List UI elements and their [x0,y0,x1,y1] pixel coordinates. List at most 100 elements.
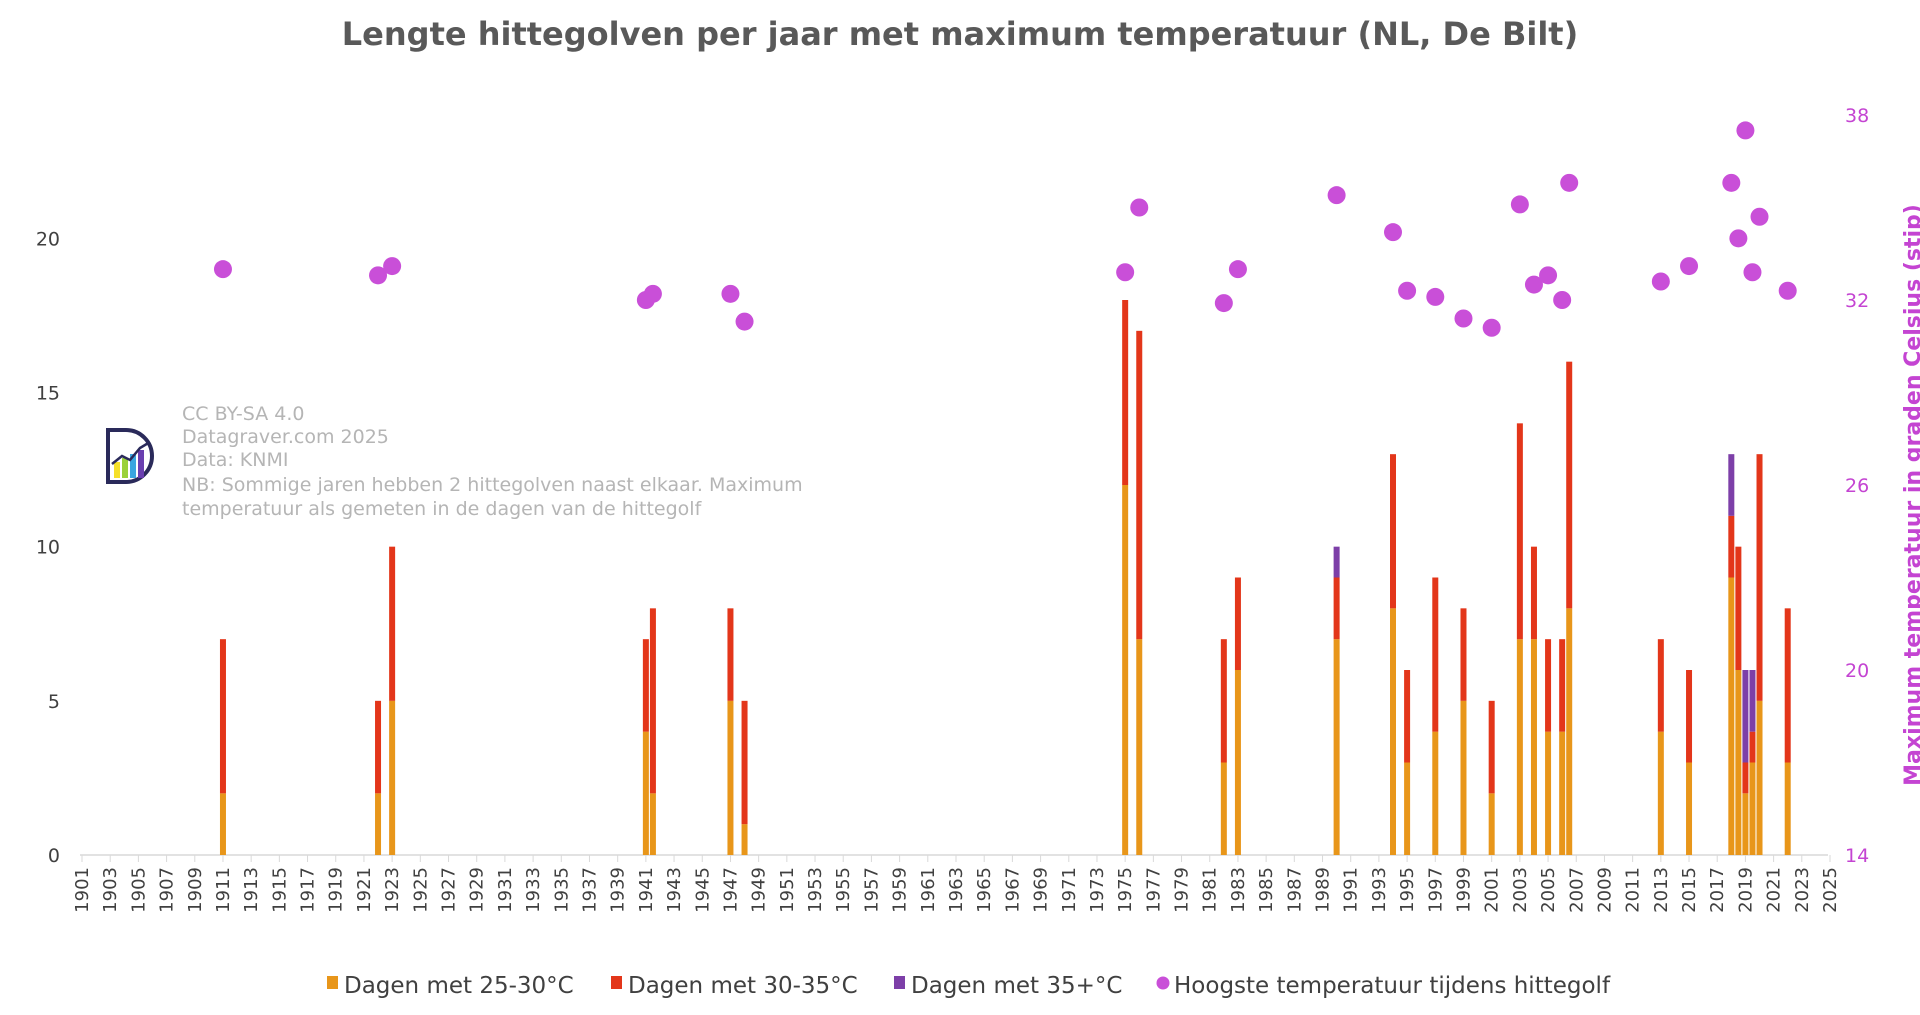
x-tick-label: 1965 [974,867,995,913]
bar-segment-30-35 [1136,330,1143,640]
x-tick-label: 1949 [749,867,770,913]
bar-segment-30-35 [1460,608,1467,701]
bar-segment-30-35 [1728,515,1735,578]
max-temp-point [735,312,754,331]
bar-segment-25-30 [1488,793,1495,855]
max-temp-point [721,284,740,303]
x-tick-label: 1979 [1172,867,1193,913]
bar-segment-30-35 [1686,670,1693,763]
y-tick-label-left: 20 [36,228,60,250]
bar-segment-25-30 [1516,639,1523,855]
x-tick-label: 1953 [805,867,826,913]
x-tick-label: 1921 [354,867,375,913]
x-tick-label: 1911 [213,867,234,913]
max-temp-point [1398,281,1417,300]
x-tick-label: 1931 [495,867,516,913]
bar-segment-30-35 [1432,577,1439,732]
max-temp-point [1778,281,1797,300]
bar-segment-25-30 [1432,731,1439,855]
bar-segment-30-35 [1545,639,1552,732]
x-tick-label: 1919 [326,867,347,913]
x-tick-label: 1959 [890,867,911,913]
max-temp-point [1214,294,1233,313]
legend-swatch-30-35 [611,976,622,989]
max-temp-point [1750,207,1769,226]
bar-segment-30-35 [1220,639,1227,763]
y-tick-label-right: 32 [1845,290,1869,312]
max-temp-point [1454,309,1473,328]
bar-segment-25-30 [1756,700,1763,855]
x-tick-label: 1961 [918,867,939,913]
x-tick-label: 1935 [551,867,572,913]
bar-segment-35-plus [1333,546,1340,578]
x-tick-label: 1967 [1002,867,1023,913]
bar-segment-25-30 [1234,670,1241,855]
y-tick-label-right: 20 [1845,660,1869,682]
x-tick-label: 1917 [298,867,319,913]
bar-segment-25-30 [727,700,734,855]
x-tick-label: 1915 [269,867,290,913]
bar-segment-25-30 [1390,608,1396,855]
bar-segment-30-35 [1566,361,1573,609]
x-tick-label: 1925 [410,867,431,913]
max-temp-point [1680,257,1699,276]
publisher-text: Datagraver.com 2025 [182,426,389,448]
y-tick-label-left: 5 [48,691,60,713]
datagraver-logo-icon [106,428,154,484]
source-note: CC BY-SA 4.0 Datagraver.com 2025 Data: K… [182,403,803,520]
bar-segment-30-35 [1404,670,1411,763]
x-tick-label: 1991 [1341,867,1362,913]
x-tick-label: 1945 [692,867,713,913]
x-tick-label: 1987 [1284,867,1305,913]
bar-segment-30-35 [741,700,748,825]
x-tick-label: 1957 [861,867,882,913]
bar-segment-25-30 [1460,700,1467,855]
max-temp-point [1426,287,1445,306]
x-tick-label: 2005 [1538,867,1559,913]
max-temp-point [1384,223,1402,242]
bar-segment-25-30 [1728,577,1735,855]
bar-segment-30-35 [1784,608,1791,763]
bar-segment-25-30 [1566,608,1573,855]
x-tick-label: 1995 [1397,867,1418,913]
y-tick-label-right: 26 [1845,475,1869,497]
bar-segment-25-30 [1749,762,1756,855]
x-tick-label: 2013 [1651,867,1672,913]
bar-segment-30-35 [1488,700,1495,794]
chart-title: Lengte hittegolven per jaar met maximum … [342,15,1578,53]
bar-segment-25-30 [741,824,748,855]
bar-segment-30-35 [1122,300,1129,485]
bar-segment-30-35 [1559,639,1566,732]
bar-segment-25-30 [1136,639,1143,855]
x-tick-label: 1903 [100,867,121,913]
license-text: CC BY-SA 4.0 [182,403,304,425]
x-tick-label: 2015 [1679,867,1700,913]
legend-label-25-30: Dagen met 25-30°C [344,973,574,999]
bar-segment-30-35 [1735,546,1742,670]
x-tick-label: 2009 [1594,867,1615,913]
x-tick-label: 1977 [1143,867,1164,913]
x-tick-label: 1933 [523,867,544,913]
max-temp-point [1553,291,1572,309]
y-tick-label-left: 15 [36,383,60,405]
bar-segment-25-30 [219,793,226,855]
legend-label-30-35: Dagen met 30-35°C [628,973,858,999]
x-tick-label: 2003 [1510,867,1531,913]
legend: Dagen met 25-30°C Dagen met 30-35°C Dage… [327,973,1611,999]
max-temp-point [1729,229,1748,248]
x-tick-label: 2007 [1566,867,1587,913]
x-tick-label: 1909 [185,867,206,913]
legend-swatch-25-30 [327,976,338,989]
x-tick-label: 2025 [1820,867,1841,913]
x-tick-label: 1943 [664,867,685,913]
x-tick-label: 1975 [1115,867,1136,913]
x-tick-label: 2021 [1764,867,1785,913]
bars [219,300,1791,855]
x-tick-label: 1929 [467,867,488,913]
y-tick-label-right: 38 [1845,105,1869,127]
bar-segment-30-35 [1333,577,1340,640]
bar-segment-25-30 [1333,639,1340,855]
max-temp-point [1482,318,1501,337]
bar-segment-25-30 [1559,731,1566,855]
legend-label-max-temp: Hoogste temperatuur tijdens hittegolf [1174,973,1611,999]
